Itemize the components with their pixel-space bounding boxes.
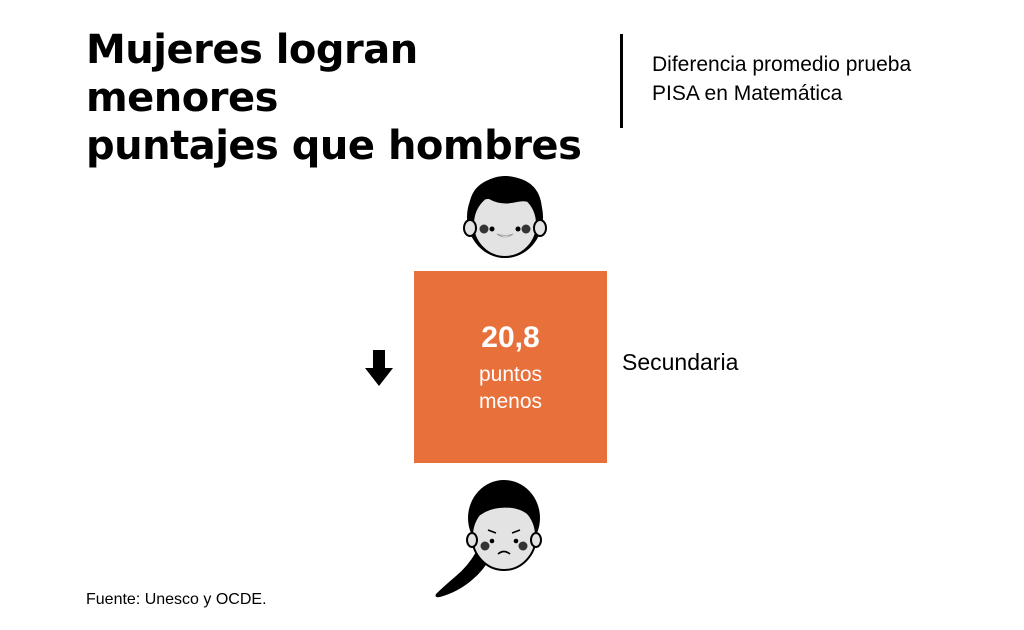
stat-unit-line-1: puntos xyxy=(478,363,543,386)
title-line-2: puntajes que hombres xyxy=(86,123,582,169)
title-line-1: Mujeres logran menores xyxy=(86,27,418,121)
arrow-down-icon xyxy=(365,350,393,386)
subtitle-line-1: Diferencia promedio prueba xyxy=(652,53,912,76)
stat-unit-line-2: menos xyxy=(478,390,543,413)
source-note: Fuente: Unesco y OCDE. xyxy=(86,591,267,608)
page-title: Mujeres logran menores puntajes que homb… xyxy=(86,26,606,170)
title-divider xyxy=(620,34,623,128)
girl-face-icon xyxy=(435,480,542,598)
level-label: Secundaria xyxy=(622,349,739,375)
stat-unit: puntos menos xyxy=(414,361,607,415)
stat-value: 20,8 xyxy=(481,321,540,354)
stat-box: 20,8 puntos menos xyxy=(414,271,607,463)
subtitle-line-2: PISA en Matemática xyxy=(652,82,843,105)
boy-face-icon xyxy=(463,176,547,258)
subtitle: Diferencia promedio prueba PISA en Matem… xyxy=(652,50,992,108)
